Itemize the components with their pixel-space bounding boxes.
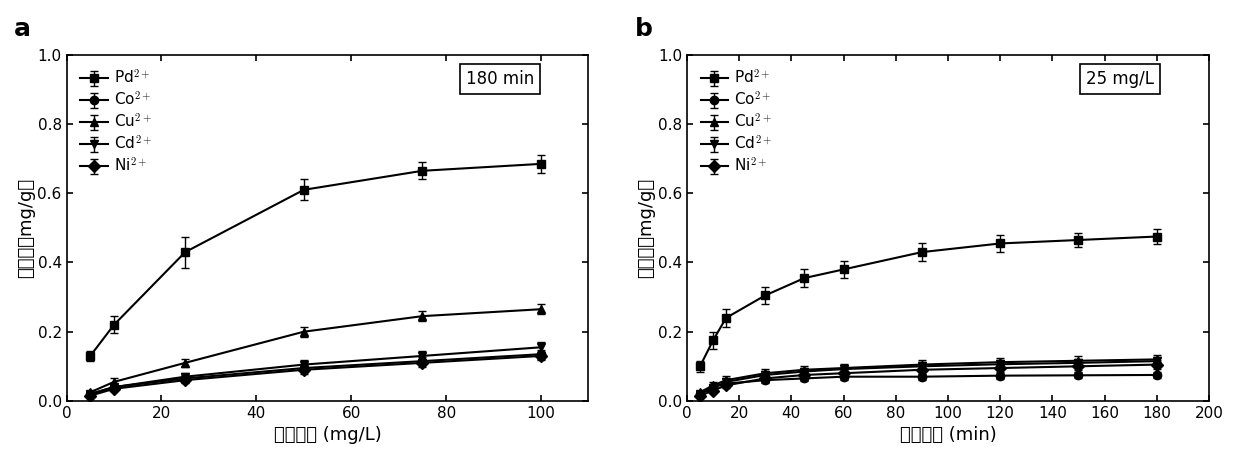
X-axis label: 原始浓度 (mg/L): 原始浓度 (mg/L) xyxy=(274,426,382,444)
Text: a: a xyxy=(15,17,31,41)
Text: b: b xyxy=(635,17,652,41)
Y-axis label: 吸附量（mg/g）: 吸附量（mg/g） xyxy=(637,178,655,278)
Text: 180 min: 180 min xyxy=(466,70,534,88)
Legend: Pd$^{2+}$, Co$^{2+}$, Cu$^{2+}$, Cd$^{2+}$, Ni$^{2+}$: Pd$^{2+}$, Co$^{2+}$, Cu$^{2+}$, Cd$^{2+… xyxy=(74,63,157,181)
Y-axis label: 吸附量（mg/g）: 吸附量（mg/g） xyxy=(16,178,35,278)
Text: 25 mg/L: 25 mg/L xyxy=(1086,70,1154,88)
Legend: Pd$^{2+}$, Co$^{2+}$, Cu$^{2+}$, Cd$^{2+}$, Ni$^{2+}$: Pd$^{2+}$, Co$^{2+}$, Cu$^{2+}$, Cd$^{2+… xyxy=(694,63,779,181)
X-axis label: 吸附时间 (min): 吸附时间 (min) xyxy=(899,426,996,444)
